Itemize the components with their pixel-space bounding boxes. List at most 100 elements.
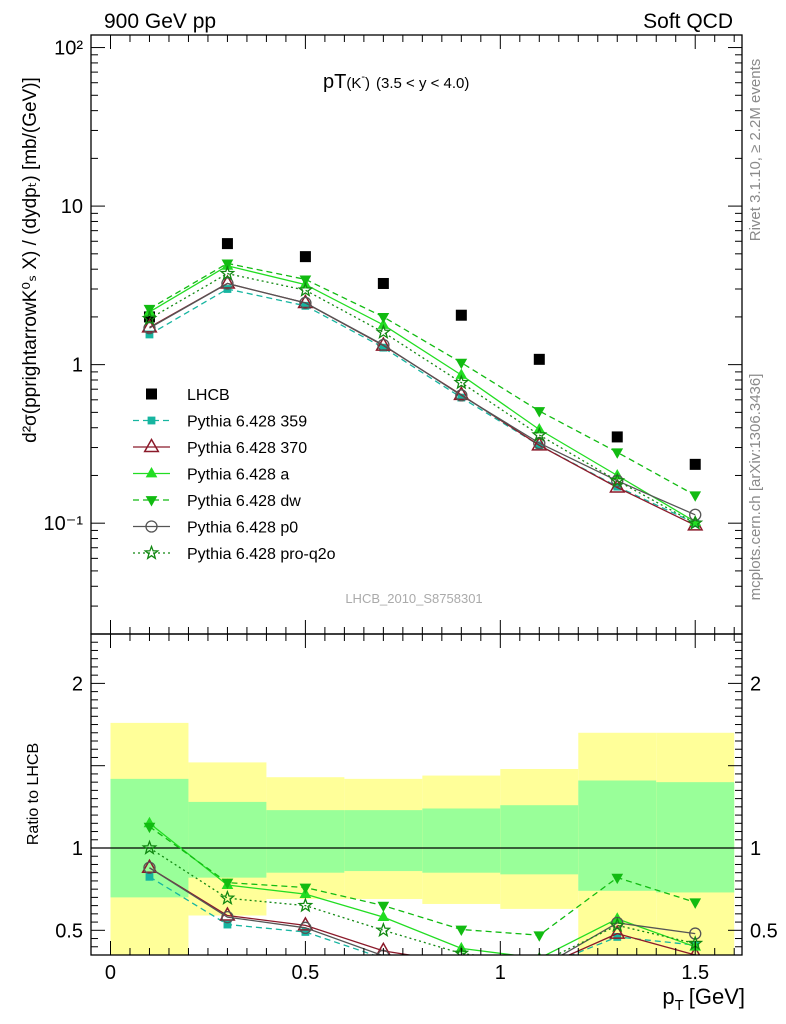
legend-item-pa: Pythia 6.428 a xyxy=(133,467,289,484)
title-main: pT xyxy=(323,71,346,93)
ratio-y-tick-label-left: 0.5 xyxy=(55,920,83,942)
data-point xyxy=(145,872,154,881)
data-point xyxy=(455,309,467,321)
title-sup: - xyxy=(361,71,365,83)
series-line-pdw xyxy=(149,262,696,496)
data-point xyxy=(143,311,155,323)
data-point xyxy=(689,458,701,470)
data-point xyxy=(609,917,626,933)
data-point xyxy=(223,920,232,929)
data-point xyxy=(299,296,312,310)
series-line-pdw xyxy=(149,826,696,936)
data-point xyxy=(453,945,470,955)
data-point xyxy=(221,238,233,250)
legend-item-pdw: Pythia 6.428 dw xyxy=(133,493,301,510)
data-point xyxy=(534,963,545,974)
data-point xyxy=(531,436,548,451)
data-point xyxy=(611,448,624,459)
data-point xyxy=(219,274,236,289)
title-close: ) xyxy=(365,75,370,92)
series-line-pq2o xyxy=(149,847,696,955)
ratio-plot: 0 0.5 1 1.5 0.5 0.5 1 1 2 2 xyxy=(55,633,778,984)
data-point xyxy=(145,467,158,478)
data-point xyxy=(455,358,468,370)
series-line-p370 xyxy=(149,867,696,955)
series-line-p359 xyxy=(149,288,696,524)
x-tick-label: 0 xyxy=(105,962,116,984)
data-point xyxy=(531,426,548,442)
data-point xyxy=(301,301,310,310)
data-point xyxy=(533,931,546,942)
uncertainty-band-inner xyxy=(500,805,579,875)
y-tick-label: 10⁻¹ xyxy=(44,513,84,535)
uncertainty-band-inner xyxy=(266,810,345,873)
data-point xyxy=(379,343,388,352)
series-line-pa xyxy=(149,822,696,955)
legend-item-lhcb: LHCB xyxy=(146,387,230,404)
series-p359 xyxy=(145,285,700,528)
legend-item-pq2o: Pythia 6.428 pro-q2o xyxy=(133,544,336,563)
legend: LHCB Pythia 6.428 359 Pythia 6.428 370 Pyth… xyxy=(133,387,336,563)
x-label-unit: [GeV] xyxy=(689,984,745,1009)
data-point xyxy=(221,878,234,890)
series-pq2o xyxy=(141,265,704,530)
top-title: pT(K-) (3.5 < y < 4.0) xyxy=(323,71,469,93)
series-line-pa xyxy=(149,265,696,523)
data-point xyxy=(687,514,704,530)
data-point xyxy=(221,259,234,270)
data-point xyxy=(147,416,156,425)
data-point xyxy=(533,353,545,365)
data-point xyxy=(145,496,158,507)
data-point xyxy=(453,374,470,390)
series-pdw xyxy=(143,259,702,502)
ratio-y-tick-label-right: 1 xyxy=(750,838,761,860)
y-tick-label: 10 xyxy=(61,196,83,218)
legend-label: Pythia 6.428 359 xyxy=(187,414,307,431)
data-point xyxy=(299,251,311,263)
data-point xyxy=(690,946,701,955)
uncertainty-band-inner xyxy=(344,810,423,872)
data-point xyxy=(146,388,157,400)
data-point xyxy=(460,954,462,955)
data-point xyxy=(539,954,540,955)
data-point xyxy=(141,858,158,874)
header-right: Soft QCD xyxy=(643,10,733,33)
data-point xyxy=(141,310,158,326)
ratio-y-tick-label-right: 0.5 xyxy=(750,920,778,942)
data-point xyxy=(375,921,392,938)
x-axis-label: pT [GeV] xyxy=(662,984,745,1014)
legend-label: Pythia 6.428 p0 xyxy=(187,520,298,537)
legend-item-pp0: Pythia 6.428 p0 xyxy=(133,520,298,537)
series-line-pp0 xyxy=(149,282,696,516)
analysis-watermark: LHCB_2010_S8758301 xyxy=(345,591,482,606)
ratio-plot-frame xyxy=(90,633,743,956)
data-point xyxy=(455,925,468,936)
data-point xyxy=(377,313,390,324)
uncertainty-band-inner xyxy=(188,801,267,878)
legend-label: LHCB xyxy=(187,387,230,404)
title-sub: (K xyxy=(346,75,361,92)
side-text-top: Rivet 3.1.10, ≥ 2.2M events xyxy=(747,59,764,242)
data-point xyxy=(535,964,543,972)
data-point xyxy=(689,491,702,502)
data-point xyxy=(457,959,465,967)
legend-label: Pythia 6.428 pro-q2o xyxy=(187,546,336,563)
uncertainty-band-inner xyxy=(656,782,735,893)
y-tick-label: 10² xyxy=(54,38,83,60)
x-label-main: p xyxy=(662,984,674,1009)
data-point xyxy=(143,544,160,560)
data-point xyxy=(377,277,389,289)
data-point xyxy=(219,265,236,281)
data-point xyxy=(145,330,154,339)
data-point xyxy=(145,520,158,533)
data-point xyxy=(377,901,390,913)
x-tick-label: 1 xyxy=(495,962,506,984)
data-point xyxy=(375,323,392,339)
data-point xyxy=(455,389,468,402)
data-point xyxy=(299,883,312,895)
data-point xyxy=(609,472,626,488)
data-point xyxy=(299,921,312,935)
data-point xyxy=(377,318,390,329)
data-point xyxy=(456,958,467,969)
